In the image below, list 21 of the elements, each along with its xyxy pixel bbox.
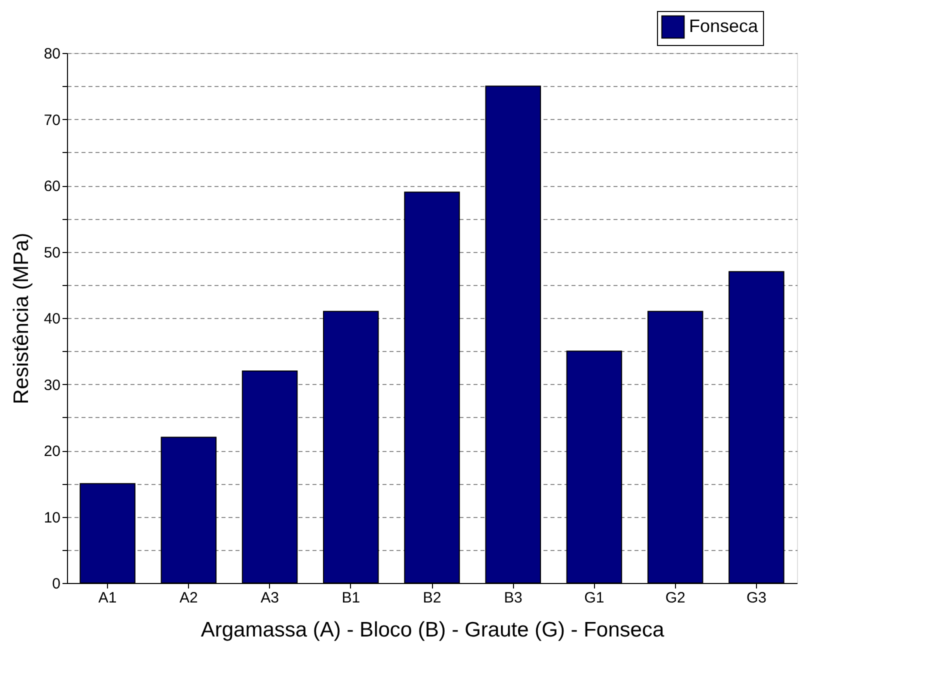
x-tick-label: A2 bbox=[179, 590, 198, 606]
y-tick-label: 60 bbox=[44, 178, 60, 195]
x-tick-label: B1 bbox=[342, 590, 360, 606]
x-tick-label: G2 bbox=[665, 590, 686, 606]
x-tick-label: A3 bbox=[260, 590, 279, 606]
y-tick-label: 20 bbox=[44, 443, 60, 460]
legend-label: Fonseca bbox=[689, 16, 760, 36]
x-tick-label: B2 bbox=[422, 590, 442, 606]
x-tick-label: G1 bbox=[584, 590, 604, 606]
y-tick-label: 30 bbox=[44, 376, 60, 394]
y-tick-label: 40 bbox=[44, 310, 60, 328]
y-tick-label: 80 bbox=[44, 46, 60, 62]
x-tick-label: A1 bbox=[98, 590, 117, 606]
x-axis-title: Argamassa (A) - Bloco (B) - Graute (G) - Fonseca bbox=[200, 618, 664, 642]
x-tick-label: B3 bbox=[504, 590, 522, 606]
y-axis-title: Resistência (MPa) bbox=[10, 232, 33, 404]
y-tick-label: 70 bbox=[44, 112, 60, 129]
y-tick-label: 50 bbox=[44, 244, 60, 262]
x-tick-label: G3 bbox=[746, 590, 766, 606]
y-tick-label: 10 bbox=[44, 509, 60, 526]
y-tick-label: 0 bbox=[52, 576, 60, 592]
